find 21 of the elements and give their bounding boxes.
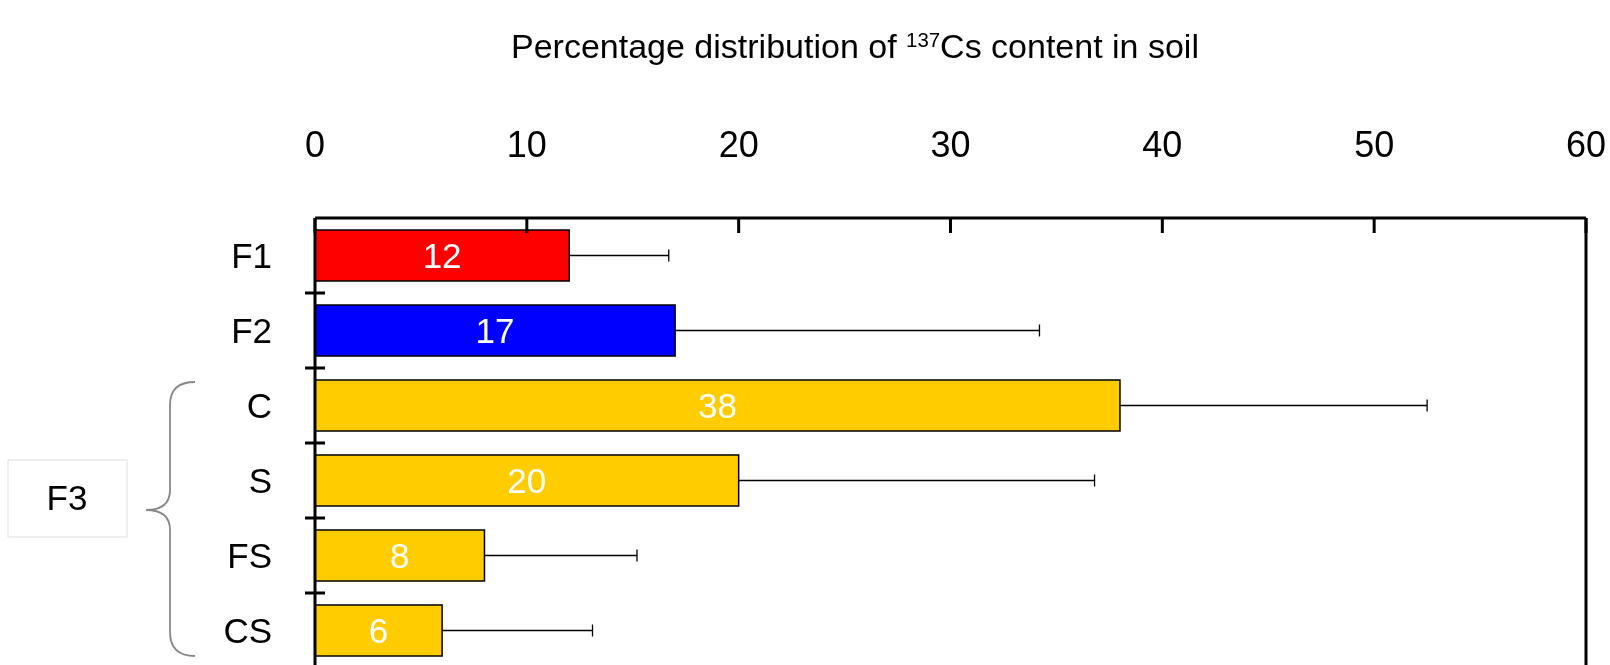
data-label: 6 xyxy=(368,610,389,650)
x-tick-label: 50 xyxy=(1354,123,1395,165)
y-tick-label: F1 xyxy=(231,235,272,275)
x-tick-label: 40 xyxy=(1142,123,1183,165)
y-tick-label: F2 xyxy=(231,310,272,350)
data-label: 20 xyxy=(507,460,547,500)
x-tick-label: 60 xyxy=(1565,123,1607,165)
x-tick-label: 20 xyxy=(718,123,759,165)
data-label: 8 xyxy=(390,535,410,575)
y-tick-label: FS xyxy=(227,535,272,575)
x-tick-label: 30 xyxy=(930,123,971,165)
text: F3 xyxy=(46,478,88,518)
data-label: 38 xyxy=(698,385,737,425)
y-tick-label: S xyxy=(248,460,272,500)
y-tick-label: CS xyxy=(223,610,272,650)
data-label: 17 xyxy=(475,310,515,350)
x-axis-title: Percentage distribution of $^{137}$Cs content in soil xyxy=(511,27,1199,65)
y-tick-label: C xyxy=(246,385,272,425)
x-tick-label: 0 xyxy=(304,123,326,165)
data-label: 12 xyxy=(422,235,462,275)
x-tick-label: 10 xyxy=(506,123,547,165)
